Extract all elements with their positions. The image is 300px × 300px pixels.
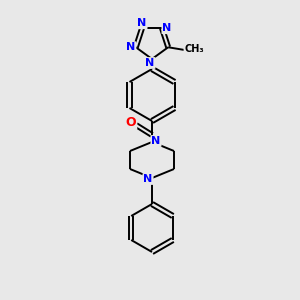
Text: N: N (143, 174, 153, 184)
Text: N: N (126, 42, 136, 52)
Text: N: N (137, 18, 147, 28)
Text: N: N (152, 136, 160, 146)
Text: O: O (126, 116, 136, 128)
Text: N: N (162, 23, 172, 33)
Text: N: N (146, 58, 154, 68)
Text: CH₃: CH₃ (184, 44, 204, 54)
